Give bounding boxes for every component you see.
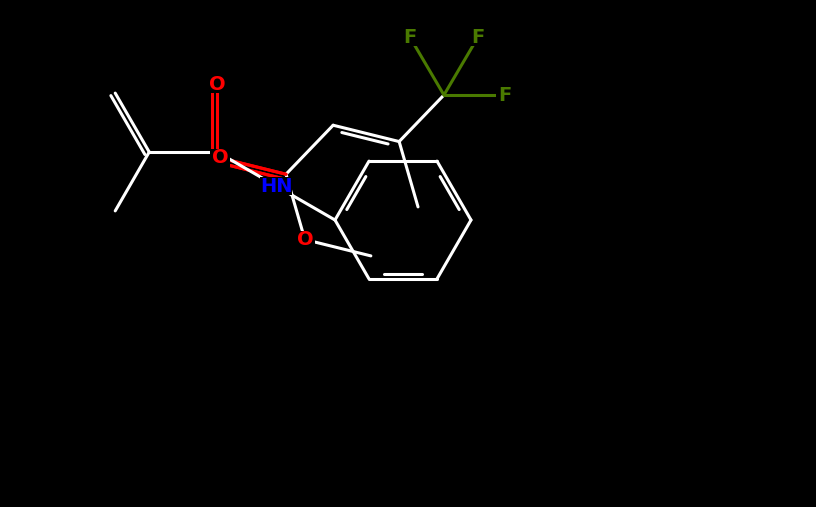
FancyBboxPatch shape (207, 75, 227, 93)
Text: F: F (472, 28, 485, 47)
FancyBboxPatch shape (496, 86, 514, 104)
FancyBboxPatch shape (210, 149, 230, 167)
FancyBboxPatch shape (469, 28, 487, 46)
Text: F: F (499, 86, 512, 104)
Text: HN: HN (259, 176, 292, 196)
Text: O: O (296, 230, 313, 249)
Text: F: F (403, 28, 416, 47)
FancyBboxPatch shape (260, 177, 292, 195)
FancyBboxPatch shape (401, 28, 419, 46)
FancyBboxPatch shape (295, 231, 315, 248)
Text: O: O (211, 149, 228, 167)
Text: O: O (209, 75, 225, 93)
